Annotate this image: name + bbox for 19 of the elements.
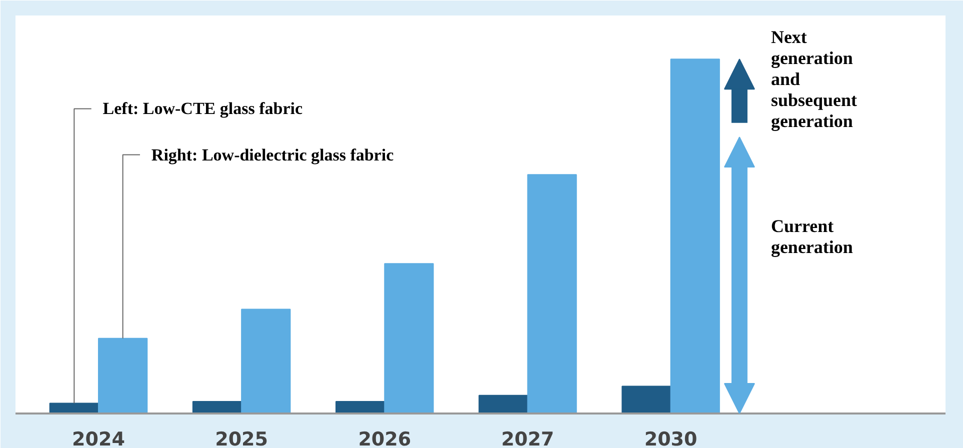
x-tick-label: 2025 <box>215 428 268 448</box>
bar <box>192 400 242 414</box>
bar <box>670 58 720 414</box>
x-tick-label: 2024 <box>72 428 125 448</box>
x-tick-label: 2027 <box>501 428 554 448</box>
bar <box>478 394 528 414</box>
bar <box>622 386 672 414</box>
text: Left: Low-CTE glass fabric <box>102 99 303 118</box>
bar <box>335 400 386 414</box>
bar <box>49 402 99 414</box>
text: Right: Low-dielectric glass fabric <box>151 145 394 164</box>
bar <box>384 263 434 414</box>
text: Next generation and subsequent generation <box>770 27 857 132</box>
bar <box>241 308 291 414</box>
bar <box>527 174 577 414</box>
x-tick-label: 2026 <box>358 428 412 448</box>
x-tick-label: 2030 <box>644 428 698 448</box>
bar <box>98 338 148 414</box>
text: Current generation <box>770 216 853 257</box>
